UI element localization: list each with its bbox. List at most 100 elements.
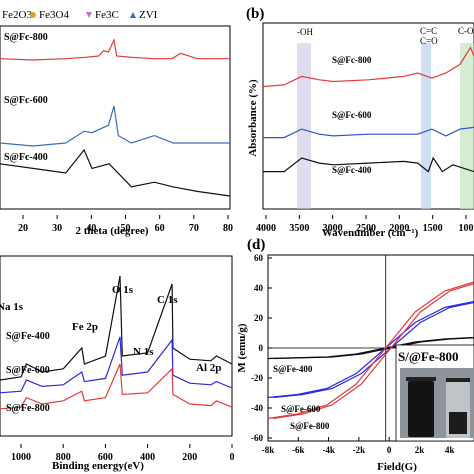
vsm-x-tick-label: 2k bbox=[415, 445, 425, 455]
vsm-x-tick-label: -8k bbox=[262, 445, 275, 455]
band-oh: -OH bbox=[297, 27, 313, 37]
series-line-2 bbox=[0, 363, 233, 410]
oh-band bbox=[297, 43, 311, 209]
panel-b: (b) -OH C=C C=O C-OH S@Fc-800 S@Fc-600 S… bbox=[246, 6, 474, 239]
xps-x-label: Binding energy(eV) bbox=[52, 460, 144, 472]
ftir-x-label: Wavenumber (cm⁻¹) bbox=[322, 227, 419, 239]
vsm-x-tick-label: 0 bbox=[387, 445, 392, 455]
band-coh: C-OH bbox=[458, 26, 474, 36]
vsm-y-tick-label: -40 bbox=[251, 403, 263, 413]
xps-series bbox=[0, 275, 233, 410]
xrd-tick-label: 60 bbox=[155, 223, 165, 234]
vial-1 bbox=[408, 381, 434, 437]
series-line-2b bbox=[273, 282, 474, 420]
label-s800: S@Fc-800 bbox=[4, 32, 48, 43]
panel-c: O 1s C 1s Fe 2p N 1s Al 2p Na 1s S@Fe-40… bbox=[0, 255, 235, 472]
series-line-1 bbox=[0, 336, 233, 394]
panel-a-frame bbox=[0, 25, 231, 210]
series-line-2 bbox=[263, 156, 474, 173]
vsm-y-tick-label: 20 bbox=[254, 313, 264, 323]
vsm-x-tick-label: 4k bbox=[445, 445, 455, 455]
vsm-y-tick-label: -60 bbox=[251, 433, 263, 443]
xrd-tick-label: 50 bbox=[121, 223, 131, 234]
xrd-x-ticks: 20 30 40 50 60 70 80 bbox=[18, 215, 233, 234]
vsm-y-label: M (emu/g) bbox=[236, 323, 248, 373]
xrd-tick-label: 70 bbox=[189, 223, 199, 234]
ftir-label-s400: S@Fc-400 bbox=[332, 165, 372, 175]
series-line-1 bbox=[0, 105, 230, 147]
xps-x-ticks: 1000 800 600 400 200 0 bbox=[11, 444, 235, 463]
vsm-x-label: Field(G) bbox=[377, 461, 417, 473]
series-line-1b bbox=[273, 301, 474, 399]
legend-fe2o3: Fe2O3 bbox=[2, 9, 32, 21]
ftir-label-s800: S@Fc-800 bbox=[332, 55, 372, 65]
ftir-y-label: Absorbance (%) bbox=[247, 79, 259, 157]
band-co: C=O bbox=[420, 36, 438, 46]
peak-al2p: Al 2p bbox=[196, 362, 221, 374]
panel-c-frame bbox=[0, 255, 233, 437]
xrd-series bbox=[0, 37, 231, 197]
vsm-y-tick-label: 40 bbox=[254, 283, 264, 293]
fe3o4-marker-icon bbox=[30, 12, 36, 18]
ftir-tick-label: 100 bbox=[459, 223, 474, 234]
series-line-0 bbox=[262, 46, 474, 88]
xps-tick-label: 400 bbox=[140, 452, 155, 463]
xps-label-s600: S@Fe-600 bbox=[6, 365, 50, 376]
vial-cap-1 bbox=[406, 377, 436, 381]
vsm-x-tick-label: -2k bbox=[353, 445, 366, 455]
vsm-label-s800: S@Fe-800 bbox=[290, 421, 330, 431]
ftir-tick-label: 2000 bbox=[389, 223, 409, 234]
vsm-series bbox=[267, 281, 474, 420]
series-line-2 bbox=[267, 281, 474, 420]
band-cc: C=C bbox=[420, 26, 437, 36]
zvi-marker-icon bbox=[130, 12, 136, 18]
peak-na1s: Na 1s bbox=[0, 301, 24, 313]
series-line-1 bbox=[263, 126, 474, 139]
legend-fe3c: Fe3C bbox=[95, 9, 119, 21]
fe3c-marker-icon bbox=[86, 12, 92, 18]
vsm-x-tick-label: -4k bbox=[322, 445, 335, 455]
peak-c1s: C 1s bbox=[157, 294, 178, 306]
vsm-axes: 60 40 20 0 -20 -40 -60 -8k -6k -4k -2k 0 2k 4k bbox=[251, 253, 474, 455]
series-line-2 bbox=[0, 148, 231, 197]
vsm-x-tick-label: -6k bbox=[292, 445, 305, 455]
xrd-tick-label: 30 bbox=[52, 223, 62, 234]
vsm-y-tick-label: 0 bbox=[259, 343, 264, 353]
series-line-1 bbox=[267, 300, 474, 399]
label-s400: S@Fc-400 bbox=[4, 152, 48, 163]
panel-a: Fe2O3 Fe3O4 Fe3C ZVI S@Fc-800 S@Fc-600 S… bbox=[0, 9, 233, 237]
ftir-tick-label: 4000 bbox=[256, 223, 276, 234]
ftir-tick-label: 2500 bbox=[356, 223, 376, 234]
xrd-tick-label: 20 bbox=[18, 223, 28, 234]
vial-cap-2 bbox=[446, 378, 470, 382]
ftir-label-s600: S@Fc-600 bbox=[332, 110, 372, 120]
series-line-0 bbox=[0, 37, 230, 61]
xps-label-s400: S@Fe-400 bbox=[6, 331, 50, 342]
magnet-pellet bbox=[449, 412, 467, 434]
xps-tick-label: 200 bbox=[182, 452, 197, 463]
panel-d: (d) 60 40 20 0 -20 -40 -60 -8k -6k -4k -2k 0 2k 4k S/… bbox=[236, 237, 474, 473]
vsm-label-s400: S@Fe-400 bbox=[273, 364, 313, 374]
xps-label-s800: S@Fe-800 bbox=[6, 403, 50, 414]
label-s600: S@Fc-600 bbox=[4, 95, 48, 106]
peak-n1s: N 1s bbox=[133, 346, 154, 358]
panel-d-tag: (d) bbox=[247, 237, 265, 253]
legend-zvi: ZVI bbox=[139, 9, 158, 21]
vsm-y-tick-label: 60 bbox=[254, 253, 264, 263]
peak-o1s: O 1s bbox=[112, 284, 134, 296]
xps-tick-label: 0 bbox=[230, 452, 235, 463]
vsm-y-tick-label: -20 bbox=[251, 373, 263, 383]
xrd-x-label: 2 theta (degree) bbox=[75, 225, 148, 237]
xrd-tick-label: 40 bbox=[86, 223, 96, 234]
ftir-series bbox=[262, 46, 474, 173]
series-line-0 bbox=[0, 275, 233, 381]
ftir-x-ticks: 4000 3500 3000 2500 2000 1500 100 bbox=[256, 215, 474, 234]
ftir-tick-label: 3000 bbox=[323, 223, 343, 234]
legend-fe3o4: Fe3O4 bbox=[39, 9, 69, 21]
panel-b-frame bbox=[262, 22, 474, 210]
xps-tick-label: 800 bbox=[56, 452, 71, 463]
panel-b-tag: (b) bbox=[246, 6, 264, 22]
ftir-tick-label: 1500 bbox=[423, 223, 443, 234]
xps-tick-label: 1000 bbox=[11, 452, 31, 463]
